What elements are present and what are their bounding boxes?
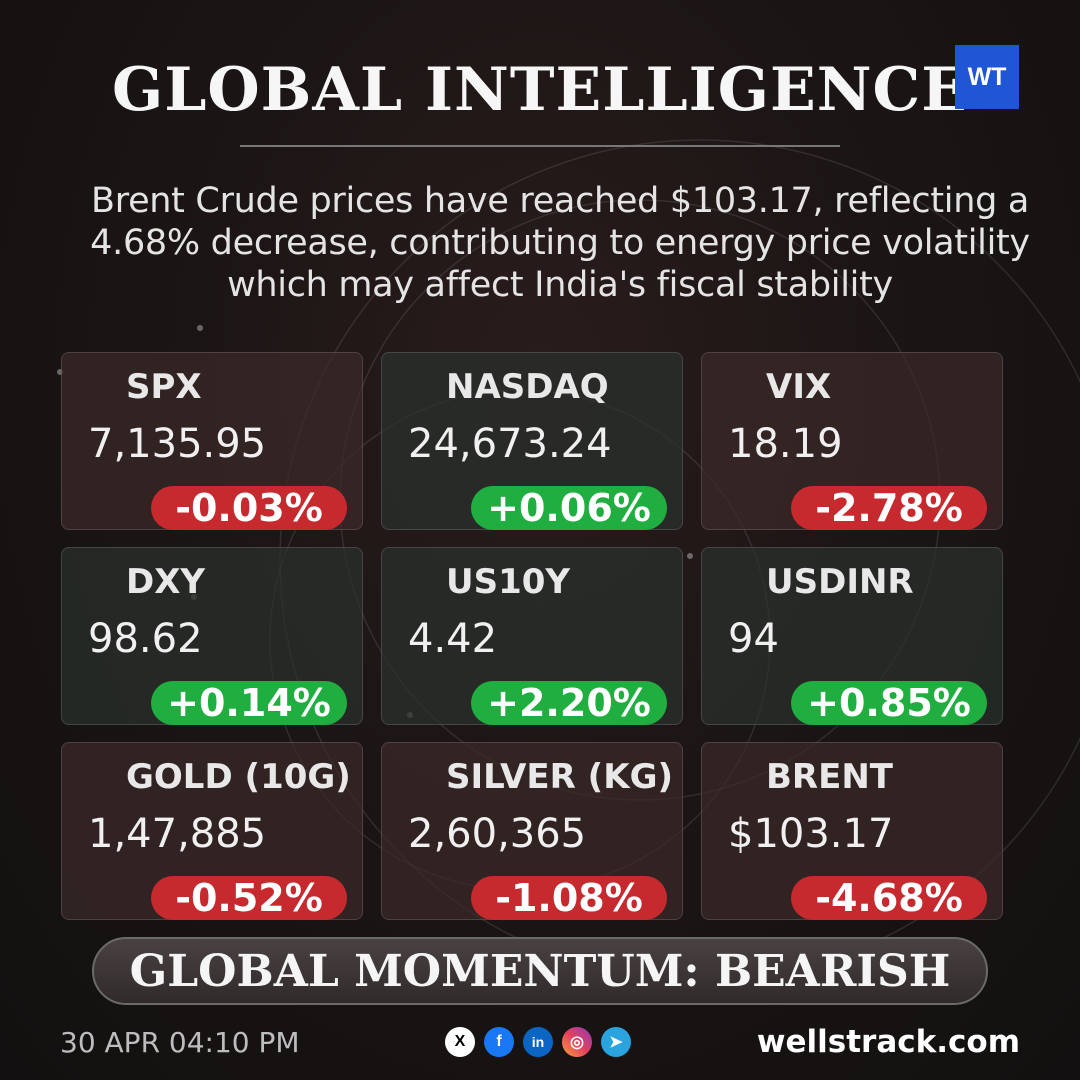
news-headline: Brent Crude prices have reached $103.17,… <box>90 181 1030 305</box>
change-badge: -0.52% <box>151 876 347 920</box>
change-badge: -0.03% <box>151 486 347 530</box>
market-card: VIX 18.19 -2.78% <box>701 352 1003 530</box>
facebook-icon[interactable]: f <box>484 1027 514 1057</box>
change-badge: +2.20% <box>471 681 667 725</box>
market-name: VIX <box>766 367 832 407</box>
market-value: 18.19 <box>728 421 843 467</box>
wellstrack-logo: WT <box>955 45 1019 109</box>
market-card: USDINR 94 +0.85% <box>701 547 1003 725</box>
market-name: USDINR <box>766 562 914 602</box>
market-value: $103.17 <box>728 811 894 857</box>
change-badge: +0.85% <box>791 681 987 725</box>
change-badge: -4.68% <box>791 876 987 920</box>
market-card: SILVER (KG) 2,60,365 -1.08% <box>381 742 683 920</box>
market-name: US10Y <box>446 562 571 602</box>
momentum-banner: GLOBAL MOMENTUM: BEARISH <box>92 937 988 1005</box>
market-name: DXY <box>126 562 206 602</box>
market-name: GOLD (10G) <box>126 757 351 797</box>
linkedin-icon[interactable]: in <box>523 1027 553 1057</box>
market-value: 1,47,885 <box>88 811 267 857</box>
market-value: 7,135.95 <box>88 421 267 467</box>
market-card: US10Y 4.42 +2.20% <box>381 547 683 725</box>
website-link[interactable]: wellstrack.com <box>756 1024 1020 1060</box>
market-card: NASDAQ 24,673.24 +0.06% <box>381 352 683 530</box>
market-value: 4.42 <box>408 616 498 662</box>
social-links: X f in ◎ ➤ <box>445 1027 631 1057</box>
timestamp: 30 APR 04:10 PM <box>60 1026 300 1059</box>
market-card: GOLD (10G) 1,47,885 -0.52% <box>61 742 363 920</box>
market-value: 2,60,365 <box>408 811 587 857</box>
change-badge: +0.14% <box>151 681 347 725</box>
title-divider <box>240 145 840 147</box>
market-card: BRENT $103.17 -4.68% <box>701 742 1003 920</box>
instagram-icon[interactable]: ◎ <box>562 1027 592 1057</box>
change-badge: -1.08% <box>471 876 667 920</box>
market-name: SPX <box>126 367 202 407</box>
market-card: SPX 7,135.95 -0.03% <box>61 352 363 530</box>
telegram-icon[interactable]: ➤ <box>601 1027 631 1057</box>
market-value: 98.62 <box>88 616 203 662</box>
change-badge: +0.06% <box>471 486 667 530</box>
market-name: SILVER (KG) <box>446 757 674 797</box>
change-badge: -2.78% <box>791 486 987 530</box>
page-title: GLOBAL INTELLIGENCE <box>111 55 969 125</box>
market-name: NASDAQ <box>446 367 609 407</box>
market-value: 94 <box>728 616 779 662</box>
market-value: 24,673.24 <box>408 421 612 467</box>
x-icon[interactable]: X <box>445 1027 475 1057</box>
market-card: DXY 98.62 +0.14% <box>61 547 363 725</box>
market-name: BRENT <box>766 757 893 797</box>
